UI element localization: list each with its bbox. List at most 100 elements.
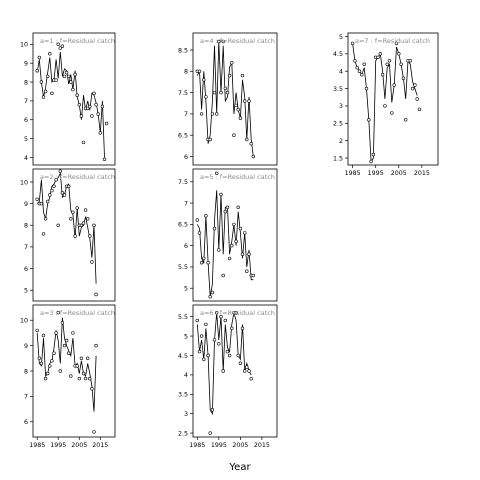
y-tick-label: 6 [184,243,188,250]
observed-point [48,51,52,56]
observed-point [227,256,232,261]
observed-point [350,41,355,46]
observed-point [35,328,39,333]
observed-point [232,222,236,227]
observed-point [69,80,73,84]
x-tick-label: 2015 [92,442,108,449]
observed-point [199,112,204,116]
x-tick-label: 1985 [345,170,361,177]
observed-point [50,188,54,193]
observed-point [90,387,94,391]
observed-point [79,356,84,360]
observed-point [94,292,98,297]
observed-point [45,371,50,376]
observed-point [62,193,67,197]
y-tick-label: 5 [184,286,188,293]
observed-point [360,72,364,77]
y-tick-label: 3.5 [333,86,343,93]
observed-point [394,41,399,46]
observed-point [197,69,202,74]
panel-label: a=1 : f=Residual catch [40,37,115,45]
panel-label: a=2 : f=Residual catch [40,173,115,181]
observed-point [212,90,217,95]
y-tick-label: 6 [24,117,28,124]
fitted-line [352,43,418,163]
observed-point [60,44,65,48]
observed-point [399,62,403,67]
x-tick-label: 1995 [368,170,384,177]
y-tick-label: 5.5 [178,314,188,321]
observed-point [234,239,238,244]
y-tick-label: 9 [24,343,28,350]
observed-point [240,326,245,330]
observed-point [195,218,200,222]
y-tick-label: 4 [184,372,188,379]
y-tick-label: 8.5 [178,47,188,54]
y-tick-label: 6.5 [178,132,188,139]
observed-point [232,133,236,137]
y-tick-label: 5 [184,333,188,340]
observed-point [102,157,107,162]
panel-2: 5 6 7 8 9 10 a=2 : f=Residual catch [20,168,116,302]
observed-point [100,104,105,109]
observed-point [69,374,73,378]
observed-point [219,90,223,95]
observed-point [238,226,243,231]
y-tick-label: 1.5 [333,155,343,162]
observed-point [221,39,225,44]
x-tick-label: 2015 [254,442,270,449]
y-tick-label: 10 [20,179,28,186]
observed-point [62,343,67,348]
observed-point [48,364,52,368]
y-tick-label: 7 [184,111,188,118]
observed-point [79,223,84,228]
observed-point [60,321,65,325]
panel-7: 1.5 2 2.5 3 3.5 4 4.5 5 1985 1995 2005 2015 a=7 : f=… [333,32,439,177]
observed-point [94,343,98,348]
x-tick-label: 2005 [71,442,87,449]
observed-point [37,55,41,60]
observed-point [202,78,206,82]
observed-point [81,221,86,225]
observed-point [236,353,240,358]
observed-point [90,260,94,264]
observed-point [240,252,245,256]
observed-point [85,356,90,360]
panel-frame [192,168,278,302]
fitted-line [36,171,97,284]
observed-point [245,269,249,273]
y-tick-label: 4.5 [333,51,343,58]
observed-point [52,351,56,355]
panel-label: a=4 : f=Residual catch [200,37,275,45]
panel-label: a=3 : f=Residual catch [40,309,115,317]
panel-frame [192,32,278,166]
y-tick-label: 5 [24,136,28,143]
observed-point [210,290,215,295]
observed-point [251,154,256,159]
observed-point [71,210,75,215]
observed-point [227,353,232,358]
observed-point [243,99,247,103]
y-tick-label: 6.5 [178,222,188,229]
observed-point [378,52,382,56]
observed-point [88,376,92,381]
observed-point [54,178,58,182]
observed-point [69,217,73,221]
panel-6: 2.5 3 3.5 4 4.5 5 5.5 1985 1995 2005 2015 a=6 : f=R… [178,304,278,449]
observed-point [397,52,401,56]
observed-point [64,70,69,75]
y-tick-label: 6 [24,419,28,426]
observed-point [387,59,392,63]
panel-5: 5 5.5 6 6.5 7 7.5 a=5 : f=Residual catch [178,168,278,302]
observed-point [415,97,419,101]
x-tick-label: 2005 [232,442,248,449]
observed-point [390,111,394,115]
observed-point [104,121,109,126]
observed-point [221,273,225,278]
observed-point [77,376,82,381]
y-tick-label: 2.5 [178,430,188,437]
observed-point [43,376,48,381]
observed-point [98,131,103,135]
observed-point [58,46,62,50]
y-tick-label: 6 [184,154,188,161]
